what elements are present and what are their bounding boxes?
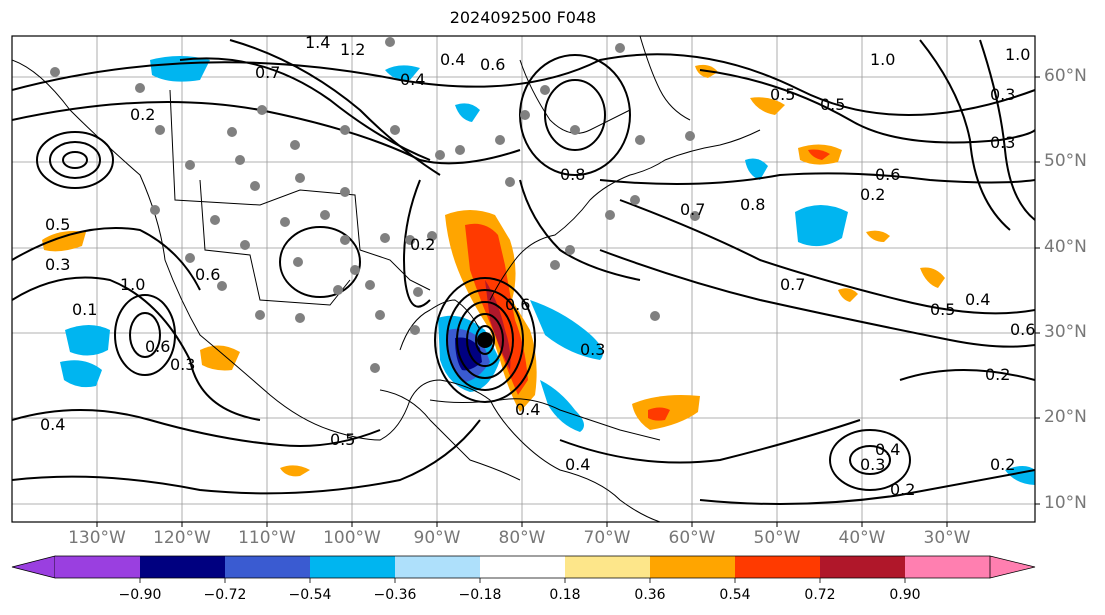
colorbar-label: −0.18 bbox=[458, 587, 502, 603]
colorbar-label: 0.36 bbox=[634, 587, 666, 603]
map-title: 2024092500 F048 bbox=[449, 8, 597, 27]
contour-label: 0.8 bbox=[740, 195, 765, 214]
colorbar-label: −0.72 bbox=[203, 587, 247, 603]
contour-lines bbox=[12, 39, 1035, 505]
contour-label-group: 1.4 1.20.7 0.40.6 1.00.50.30.20.80.20.40.31… bbox=[40, 33, 1035, 499]
lat-label: 40°N bbox=[1044, 237, 1087, 257]
contour-label: 1.0 bbox=[870, 50, 895, 69]
lat-label: 20°N bbox=[1044, 407, 1087, 427]
contour-label: 0.2 bbox=[990, 455, 1015, 474]
lon-label: 90°W bbox=[413, 528, 461, 548]
colorbar-label: 0.72 bbox=[804, 587, 836, 603]
lon-label: 110°W bbox=[238, 528, 296, 548]
contour-label: 0.7 bbox=[255, 63, 280, 82]
contour-label: 0.1 bbox=[72, 300, 97, 319]
contour-label: 0.5 bbox=[820, 95, 845, 114]
contour-label: 0.8 bbox=[560, 165, 585, 184]
colorbar-bin bbox=[395, 556, 480, 578]
contour-label: 0.4 bbox=[440, 50, 465, 69]
lat-label: 30°N bbox=[1044, 322, 1087, 342]
contour-label: 0.7 bbox=[680, 200, 705, 219]
contour-label: 0.2 bbox=[985, 365, 1010, 384]
map-body: 1.4 1.20.7 0.40.6 1.00.50.30.20.80.20.40.31… bbox=[12, 33, 1035, 522]
contour-label: 0.6 bbox=[145, 337, 170, 356]
contour-label: 0.6 bbox=[875, 165, 900, 184]
contour-label: 0.6 bbox=[1010, 320, 1035, 339]
colorbar-bin bbox=[140, 556, 225, 578]
contour-label: 0.2 bbox=[860, 185, 885, 204]
colorbar-label: −0.36 bbox=[373, 587, 417, 603]
contour-label: 1.0 bbox=[120, 275, 145, 294]
colorbar-bin bbox=[55, 556, 140, 578]
lon-label: 120°W bbox=[153, 528, 211, 548]
contour-label: 0.5 bbox=[45, 215, 70, 234]
contour-label: 0.4 bbox=[40, 415, 65, 434]
lon-label: 100°W bbox=[323, 528, 381, 548]
axis-ticks bbox=[96, 76, 1040, 527]
contour-label: 0.2 bbox=[410, 235, 435, 254]
contour-label: 0.3 bbox=[170, 355, 195, 374]
lat-label: 50°N bbox=[1044, 151, 1087, 171]
shaded-field bbox=[42, 56, 1035, 485]
contour-label: 0.6 bbox=[195, 265, 220, 284]
contour-label: 0.3 bbox=[45, 255, 70, 274]
lon-label: 80°W bbox=[498, 528, 546, 548]
contour-label: 0.4 bbox=[965, 290, 990, 309]
colorbar-bin bbox=[905, 556, 990, 578]
lon-label: 30°W bbox=[923, 528, 971, 548]
lon-label: 70°W bbox=[583, 528, 631, 548]
contour-label: 1.2 bbox=[340, 40, 365, 59]
map-frame bbox=[11, 35, 1036, 523]
station-dots bbox=[50, 37, 700, 373]
contour-label: 0.5 bbox=[770, 85, 795, 104]
contour-label: 0.4 bbox=[400, 70, 425, 89]
contour-label: 0.5 bbox=[930, 300, 955, 319]
contour-label: 0.4 bbox=[515, 400, 540, 419]
contour-label: 0.3 bbox=[990, 85, 1015, 104]
colorbar-label: 0.18 bbox=[549, 587, 581, 603]
colorbar-bin bbox=[225, 556, 310, 578]
contour-label: 0.5 bbox=[330, 430, 355, 449]
lon-label: 60°W bbox=[668, 528, 716, 548]
colorbar-label: 0.54 bbox=[719, 587, 751, 603]
contour-label: 0.4 bbox=[875, 440, 900, 459]
lat-label: 60°N bbox=[1044, 66, 1087, 86]
lon-label: 130°W bbox=[68, 528, 126, 548]
contour-label: 0.3 bbox=[860, 455, 885, 474]
lon-label: 50°W bbox=[753, 528, 801, 548]
lon-label: 40°W bbox=[838, 528, 886, 548]
colorbar-label: −0.54 bbox=[288, 587, 332, 603]
colorbar-bin bbox=[310, 556, 395, 578]
colorbar-bin bbox=[735, 556, 820, 578]
colorbar bbox=[11, 555, 1036, 583]
contour-label: 1.4 bbox=[305, 33, 330, 52]
lat-label: 10°N bbox=[1044, 493, 1087, 513]
contour-label: 0.3 bbox=[990, 133, 1015, 152]
colorbar-bin bbox=[565, 556, 650, 578]
colorbar-label: −0.90 bbox=[118, 587, 162, 603]
contour-label: 0.6 bbox=[480, 55, 505, 74]
contour-label: 1.0 bbox=[1005, 45, 1030, 64]
contour-label: 0.2 bbox=[890, 480, 915, 499]
contour-label: 0.2 bbox=[130, 105, 155, 124]
storm-center-marker bbox=[477, 332, 493, 348]
colorbar-bin bbox=[650, 556, 735, 578]
colorbar-bin bbox=[820, 556, 905, 578]
contour-label: 0.6 bbox=[505, 295, 530, 314]
colorbar-label: 0.90 bbox=[889, 587, 921, 603]
contour-label: 0.7 bbox=[780, 275, 805, 294]
contour-label: 0.4 bbox=[565, 455, 590, 474]
contour-label: 0.3 bbox=[580, 340, 605, 359]
colorbar-bin bbox=[480, 556, 565, 578]
colorbar-max-extend bbox=[989, 555, 1036, 579]
colorbar-min-extend bbox=[11, 555, 56, 579]
